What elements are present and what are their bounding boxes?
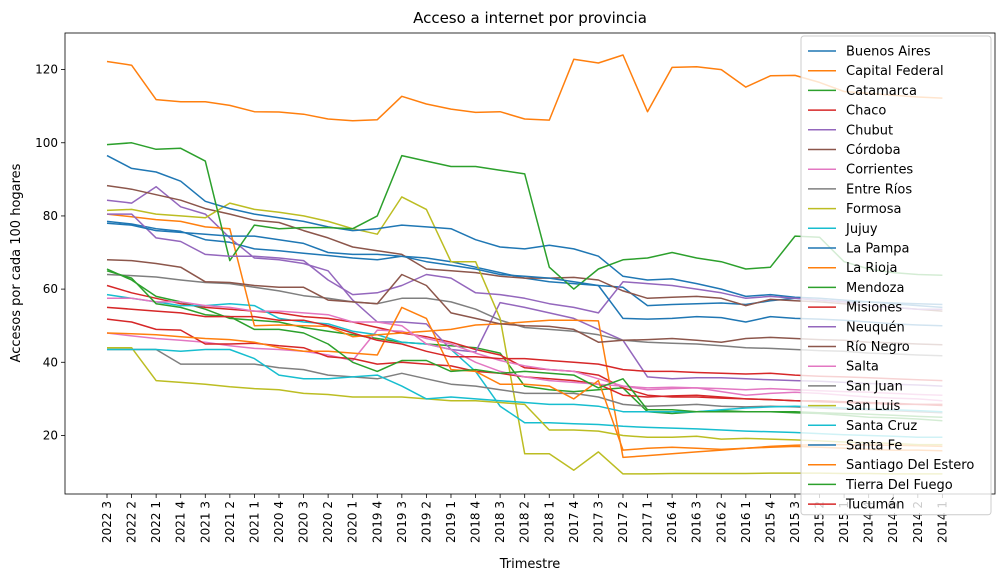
x-tick-label: 2021 1 [247,501,261,543]
x-tick-label: 2021 2 [223,501,237,543]
y-tick-label: 120 [35,63,58,77]
x-tick-label: 2019 3 [395,501,409,543]
legend-label: Formosa [846,202,901,217]
x-tick-label: 2015 4 [763,501,777,543]
legend-label: Capital Federal [846,64,944,79]
legend-label: Jujuy [845,222,878,237]
x-tick-label: 2019 4 [370,501,384,543]
legend-label: Entre Ríos [846,182,912,197]
legend-label: San Juan [846,379,903,394]
x-tick-label: 2020 2 [321,501,335,543]
x-tick-label: 2018 4 [469,501,483,543]
x-tick-label: 2017 3 [591,501,605,543]
legend-label: Mendoza [846,281,904,296]
x-tick-label: 2017 2 [616,501,630,543]
x-tick-label: 2020 4 [272,501,286,543]
x-tick-label: 2020 1 [346,501,360,543]
legend-label: Neuquén [846,320,905,335]
legend-label: Chubut [846,123,893,138]
x-tick-label: 2016 4 [665,501,679,543]
x-tick-label: 2016 1 [739,501,753,543]
legend-label: Chaco [846,104,886,119]
legend-label: Corrientes [846,163,913,178]
x-tick-label: 2022 1 [149,501,163,543]
legend-label: La Pampa [846,242,909,257]
y-axis-title: Accesos por cada 100 hogares [9,163,24,362]
x-tick-label: 2020 3 [297,501,311,543]
legend-label: Misiones [846,301,902,316]
x-axis-title: Trimestre [499,557,561,572]
legend-label: Salta [846,360,879,375]
x-tick-label: 2016 3 [690,501,704,543]
legend-label: Tierra Del Fuego [845,478,953,493]
x-tick-label: 2016 2 [714,501,728,543]
y-tick-label: 40 [43,355,58,369]
y-axis: 20 40 60 80 100 120 [35,63,65,442]
y-tick-label: 80 [43,209,58,223]
legend-label: La Rioja [846,261,898,276]
legend-label: San Luis [846,399,900,414]
x-tick-label: 2018 1 [542,501,556,543]
legend-label: Río Negro [846,340,910,355]
legend-label: Catamarca [846,84,917,99]
x-tick-label: 2019 1 [444,501,458,543]
x-tick-label: 2018 2 [518,501,532,543]
legend-label: Córdoba [846,143,901,158]
legend-label: Tucumán [845,498,904,513]
legend-label: Buenos Aires [846,45,931,60]
legend-label: Santa Fe [846,439,902,454]
y-tick-label: 20 [43,428,58,442]
x-tick-label: 2019 2 [419,501,433,543]
chart-title: Acceso a internet por provincia [413,9,647,27]
x-tick-label: 2021 3 [198,501,212,543]
y-tick-label: 100 [35,136,58,150]
x-tick-label: 2017 1 [641,501,655,543]
plot-frame [64,32,996,495]
x-tick-label: 2022 3 [100,501,114,543]
legend-box [800,35,992,516]
x-tick-label: 2015 3 [788,501,802,543]
x-tick-label: 2022 2 [125,501,139,543]
x-axis: 2022 3 2022 2 2022 1 2021 4 2021 3 2021 2 2021… [100,494,949,543]
legend: Buenos Aires Capital Federal Catamarca Chac… [800,35,992,516]
x-tick-label: 2018 3 [493,501,507,543]
y-tick-label: 60 [43,282,58,296]
legend-label: Santa Cruz [846,419,917,434]
legend-label: Santiago Del Estero [846,458,974,473]
x-tick-label: 2017 4 [567,501,581,543]
x-tick-label: 2021 4 [174,501,188,543]
